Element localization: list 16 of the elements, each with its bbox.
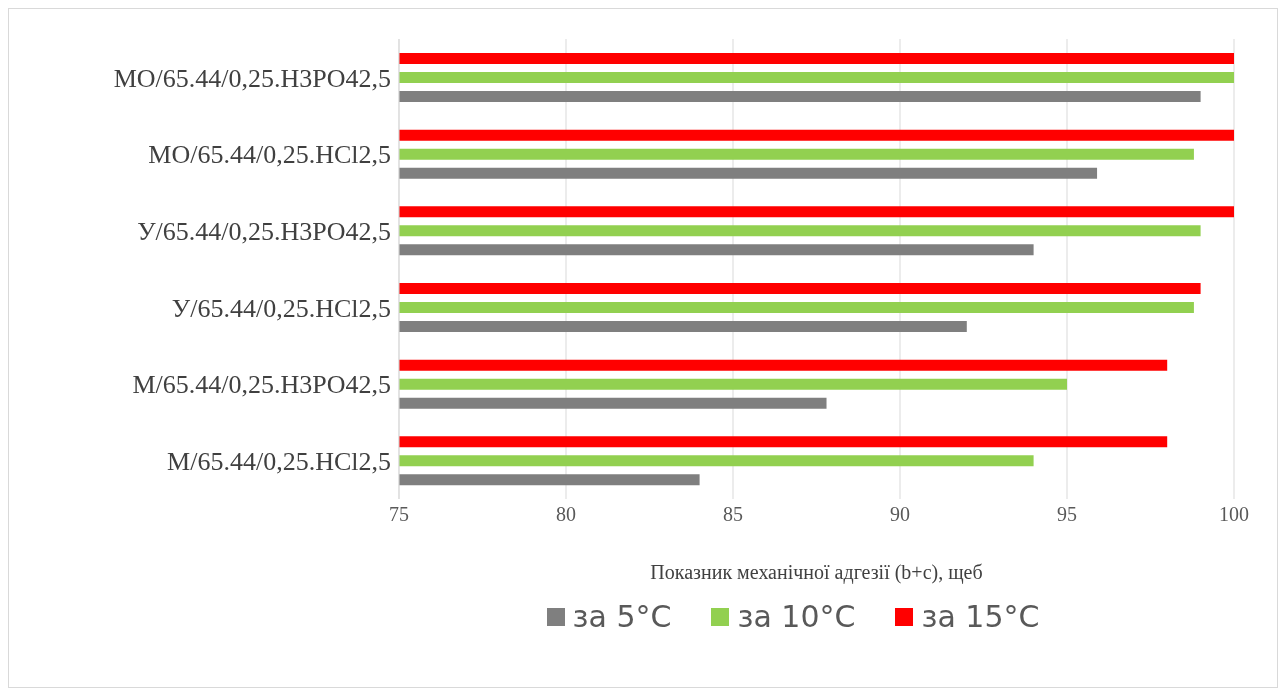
x-tick-label: 95 [1057,503,1077,526]
x-tick-label: 100 [1219,503,1249,526]
y-tick-label: M/65.44/0,25.H3PO42,5 [132,370,391,400]
legend-label: за 15°С [920,599,1040,634]
y-tick-label: MO/65.44/0,25.HCl2,5 [148,140,391,170]
y-tick-label: У/65.44/0,25.HCl2,5 [171,293,391,323]
legend-label: за 5°С [571,599,672,634]
y-tick-label: У/65.44/0,25.H3PO42,5 [137,216,391,246]
y-tick-label: M/65.44/0,25.HCl2,5 [167,446,391,476]
x-axis-title: Показник механічної адгезії (b+c), щеб [650,561,983,584]
x-tick-label: 75 [389,503,409,526]
x-tick-label: 80 [556,503,576,526]
x-tick-label: 90 [890,503,910,526]
y-tick-label: MO/65.44/0,25.H3PO42,5 [113,63,391,93]
x-tick-label: 85 [723,503,743,526]
legend-label: за 10°С [736,599,856,634]
